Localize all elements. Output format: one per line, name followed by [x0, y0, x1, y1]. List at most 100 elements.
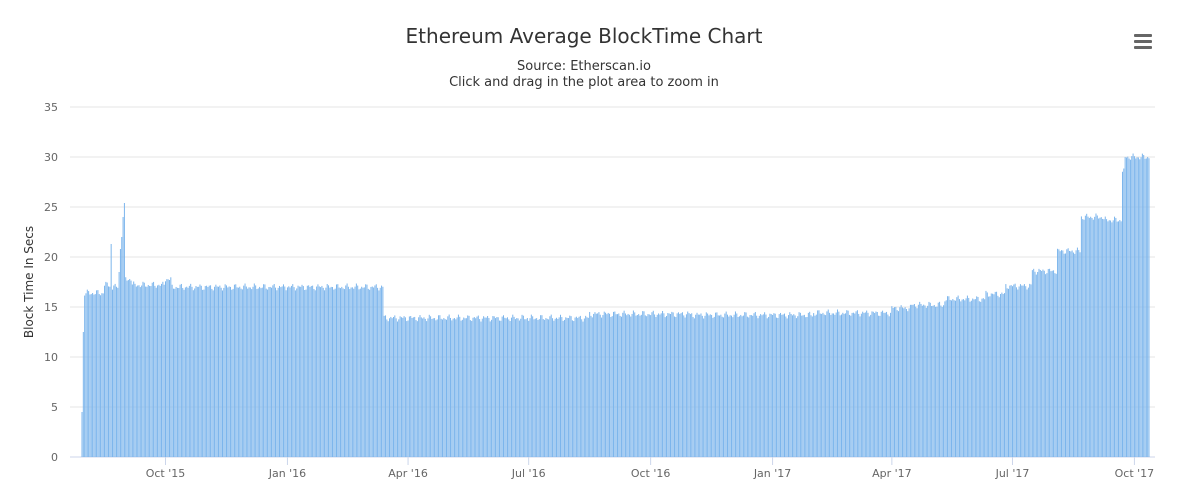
- chart-bar: [908, 308, 910, 457]
- chart-bar: [624, 313, 626, 457]
- chart-bar: [218, 286, 220, 457]
- chart-bar: [829, 312, 831, 457]
- chart-bar: [723, 317, 725, 457]
- chart-bar: [973, 299, 975, 457]
- chart-bar: [872, 311, 874, 457]
- chart-bar: [565, 317, 567, 457]
- chart-bar: [736, 313, 738, 457]
- chart-bar: [545, 318, 547, 457]
- chart-bar: [263, 284, 265, 457]
- chart-bar: [237, 287, 239, 457]
- chart-bar: [321, 285, 323, 457]
- chart-bar: [371, 286, 373, 457]
- chart-bar: [208, 285, 210, 457]
- chart-bar: [453, 318, 455, 457]
- chart-bar: [835, 312, 837, 457]
- chart-bar: [129, 279, 131, 457]
- chart-bar: [761, 315, 763, 457]
- chart-bar: [773, 313, 775, 457]
- chart-bar: [81, 412, 83, 457]
- chart-bar: [233, 284, 235, 457]
- chart-bar: [265, 288, 267, 457]
- chart-bar: [113, 285, 115, 457]
- chart-bar: [269, 286, 271, 457]
- chart-bar: [843, 313, 845, 457]
- chart-bar: [1137, 157, 1139, 457]
- chart-bar: [108, 286, 110, 457]
- chart-bar: [591, 317, 593, 457]
- chart-bar: [373, 287, 375, 457]
- chart-bar: [695, 314, 697, 457]
- chart-bar: [626, 315, 628, 457]
- x-tick-label: Jan '17: [753, 467, 791, 480]
- chart-bar: [974, 299, 976, 457]
- chart-bar: [553, 320, 555, 457]
- chart-bar: [448, 314, 450, 457]
- chart-bar: [1127, 156, 1129, 457]
- chart-bar: [562, 320, 564, 457]
- chart-bar: [892, 308, 894, 457]
- chart-bar: [318, 286, 320, 457]
- chart-bar: [253, 283, 255, 457]
- chart-bar: [882, 310, 884, 457]
- chart-bar: [1098, 218, 1100, 457]
- chart-bar: [765, 314, 767, 457]
- chart-bar: [593, 313, 595, 457]
- chart-bar: [273, 284, 275, 457]
- chart-bar: [411, 317, 413, 457]
- chart-bar: [195, 286, 197, 457]
- chart-bar: [1018, 286, 1020, 457]
- chart-bar: [920, 303, 922, 457]
- chart-bar: [586, 317, 588, 457]
- chart-bar: [654, 314, 656, 457]
- chart-bar: [803, 314, 805, 457]
- chart-bar: [410, 316, 412, 457]
- chart-bar: [510, 317, 512, 457]
- chart-bar: [1058, 249, 1060, 457]
- chart-bar: [635, 315, 637, 457]
- chart-bar: [123, 203, 125, 457]
- chart-bar: [776, 317, 778, 457]
- chart-bar: [102, 293, 104, 457]
- chart-bar: [369, 289, 371, 457]
- chart-bar: [854, 313, 856, 457]
- chart-bar: [221, 290, 223, 457]
- chart-bar: [786, 318, 788, 457]
- chart-bar: [349, 289, 351, 457]
- chart-bar: [451, 320, 453, 457]
- chart-bar: [817, 310, 819, 457]
- chart-bar: [232, 288, 234, 457]
- chart-bar: [402, 317, 404, 457]
- chart-bar: [798, 312, 800, 457]
- chart-bar: [489, 321, 491, 457]
- chart-bar: [675, 317, 677, 457]
- chart-bar: [333, 289, 335, 457]
- chart-bar: [139, 287, 141, 457]
- hamburger-menu-icon[interactable]: [1130, 30, 1156, 52]
- chart-bar: [970, 300, 972, 457]
- chart-bar: [443, 318, 445, 457]
- chart-bar: [1136, 157, 1138, 457]
- chart-bar: [772, 314, 774, 457]
- chart-bar: [597, 313, 599, 457]
- chart-bar: [1115, 217, 1117, 457]
- chart-bar: [768, 316, 770, 457]
- chart-bar: [742, 315, 744, 457]
- chart-bar: [1042, 269, 1044, 457]
- chart-bar: [1030, 284, 1032, 457]
- chart-bar: [1120, 221, 1122, 457]
- chart-bar: [815, 314, 817, 457]
- chart-bar: [704, 315, 706, 457]
- chart-bar: [159, 285, 161, 457]
- chart-bar: [179, 284, 181, 457]
- chart-bar: [688, 313, 690, 457]
- chart-bar: [1062, 250, 1064, 457]
- chart-bar: [989, 296, 991, 457]
- chart-bar: [326, 284, 328, 457]
- chart-bar: [188, 285, 190, 457]
- chart-bar: [396, 321, 398, 457]
- chart-bar: [461, 319, 463, 457]
- chart-bar: [1059, 251, 1061, 457]
- chart-bar: [175, 286, 177, 457]
